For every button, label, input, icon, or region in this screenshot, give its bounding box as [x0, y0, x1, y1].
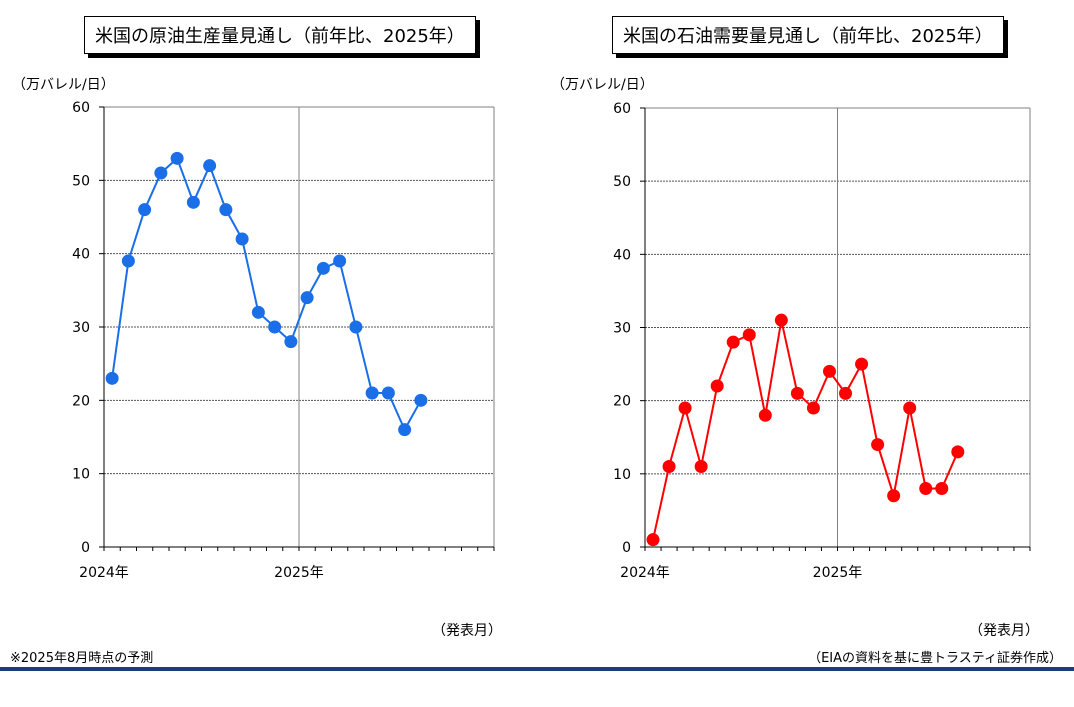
chart2-title: 米国の石油需要量見通し（前年比、2025年）	[612, 16, 1004, 54]
chart1-x-tick-label: 2025年	[274, 565, 324, 581]
chart1-data-point	[203, 159, 217, 173]
chart1-title: 米国の原油生産量見通し（前年比、2025年）	[84, 16, 476, 54]
chart1-data-point	[414, 393, 428, 407]
chart1-data-point	[251, 305, 265, 319]
chart1-y-tick-label: 50	[72, 173, 90, 189]
chart2-y-tick-label: 30	[613, 321, 631, 337]
chart2-data-point	[887, 489, 901, 503]
chart2-data-point	[662, 460, 676, 474]
chart1-data-point	[186, 195, 200, 209]
chart2-data-point	[806, 401, 820, 415]
chart1-y-tick-label: 40	[72, 247, 90, 263]
chart1-y-tick-label: 20	[72, 393, 90, 409]
chart2-y-tick-label: 40	[613, 247, 631, 263]
chart1-data-point	[154, 166, 168, 180]
chart2-data-point	[646, 533, 660, 547]
source-note: （EIAの資料を基に豊トラスティ証券作成）	[808, 651, 1062, 666]
chart1-data-point	[381, 386, 395, 400]
chart1-data-point	[170, 151, 184, 165]
chart2-data-point	[742, 328, 756, 342]
chart1-y-tick-label: 60	[72, 100, 90, 116]
chart1-data-point	[219, 203, 233, 217]
chart1-data-point	[235, 232, 249, 246]
chart1-data-point	[300, 291, 314, 305]
chart1-data-point	[138, 203, 152, 217]
chart2-publish-label: （発表月）	[969, 623, 1039, 639]
chart2-unit-label: （万バレル/日）	[551, 77, 654, 93]
chart1-data-point	[268, 320, 282, 334]
chart1-data-point	[121, 254, 135, 268]
chart2-x-tick-label: 2025年	[813, 565, 863, 581]
chart2-y-tick-label: 0	[622, 540, 631, 556]
bottom-rule	[0, 667, 1074, 671]
forecast-note: ※2025年8月時点の予測	[10, 651, 154, 666]
chart1-y-tick-label: 30	[72, 320, 90, 336]
chart2-y-tick-label: 10	[613, 467, 631, 483]
chart2-data-point	[871, 438, 885, 452]
chart2-data-point	[855, 357, 869, 371]
chart2-data-point	[710, 379, 724, 393]
chart2-y-tick-label: 20	[613, 394, 631, 410]
chart2-data-point	[774, 313, 788, 327]
chart1-x-tick-label: 2024年	[79, 565, 129, 581]
chart2-data-point	[822, 364, 836, 378]
chart2-data-point	[903, 401, 917, 415]
chart2-data-point	[678, 401, 692, 415]
chart1-data-point	[349, 320, 363, 334]
chart2-series-line	[652, 319, 959, 540]
chart2-data-point	[726, 335, 740, 349]
chart2-data-point	[694, 460, 708, 474]
chart1-publish-label: （発表月）	[432, 623, 502, 639]
chart1-data-point	[398, 423, 412, 437]
chart1-y-tick-label: 0	[81, 540, 90, 556]
chart1-unit-label: （万バレル/日）	[12, 77, 115, 93]
chart1-data-point	[284, 335, 298, 349]
chart2-data-point	[790, 386, 804, 400]
chart2-data-point	[839, 386, 853, 400]
chart2-x-tick-label: 2024年	[620, 565, 670, 581]
chart1-y-tick-label: 10	[72, 467, 90, 483]
chart1-data-point	[105, 371, 119, 385]
chart1-data-point	[316, 261, 330, 275]
chart2-data-point	[951, 445, 965, 459]
chart2-data-point	[758, 408, 772, 422]
chart2-y-tick-label: 60	[613, 101, 631, 117]
chart2-data-point	[919, 481, 933, 495]
chart2-y-tick-label: 50	[613, 174, 631, 190]
chart2-data-point	[935, 481, 949, 495]
chart1-data-point	[333, 254, 347, 268]
chart1-data-point	[365, 386, 379, 400]
